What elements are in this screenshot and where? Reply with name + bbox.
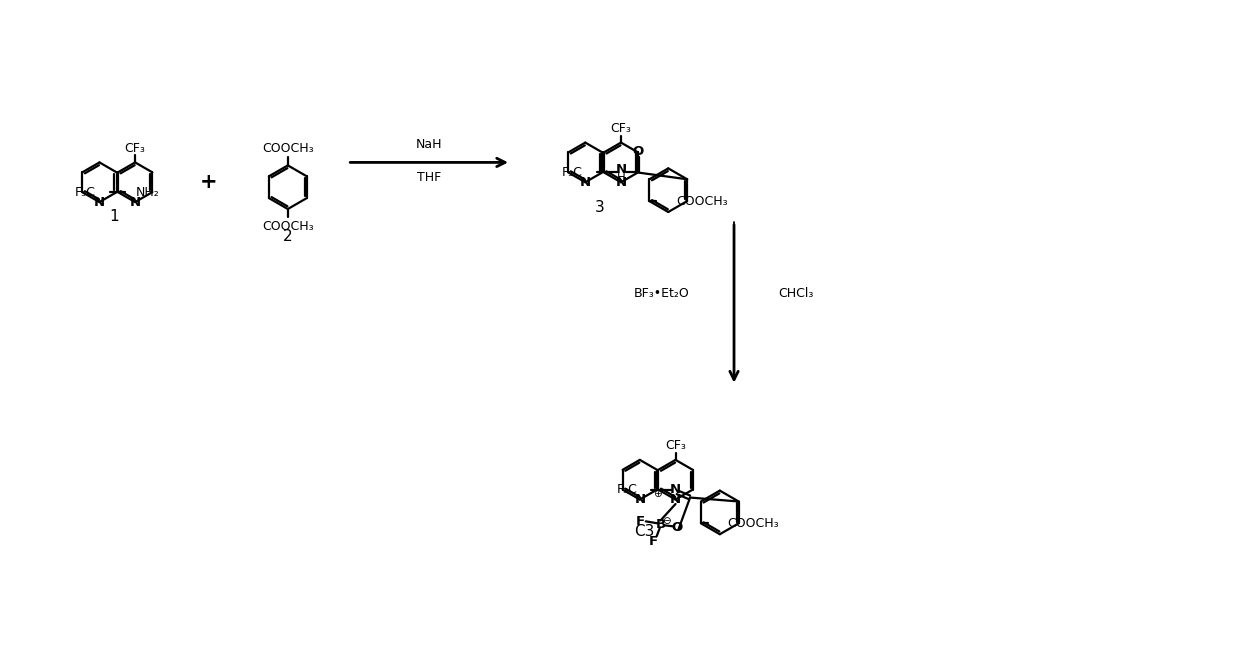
Text: F₃C: F₃C [616, 483, 637, 496]
Text: COOCH₃: COOCH₃ [728, 517, 779, 530]
Text: O: O [671, 521, 682, 534]
Text: THF: THF [417, 171, 441, 184]
Text: COOCH₃: COOCH₃ [262, 142, 314, 155]
Text: N: N [670, 483, 681, 496]
Text: ⊖: ⊖ [662, 516, 671, 526]
Text: 3: 3 [595, 199, 605, 215]
Text: CF₃: CF₃ [125, 142, 145, 155]
Text: F₃C: F₃C [562, 166, 583, 179]
Text: N: N [129, 195, 140, 209]
Text: O: O [632, 145, 644, 158]
Text: N: N [580, 176, 590, 189]
Text: COOCH₃: COOCH₃ [676, 195, 728, 207]
Text: B: B [656, 518, 666, 531]
Text: BF₃•Et₂O: BF₃•Et₂O [634, 287, 689, 300]
Text: CF₃: CF₃ [665, 440, 686, 453]
Text: C3: C3 [635, 523, 655, 539]
Text: F: F [635, 515, 645, 528]
Text: COOCH₃: COOCH₃ [262, 220, 314, 234]
Text: F₃C: F₃C [74, 186, 95, 199]
Text: ⊕: ⊕ [653, 489, 662, 499]
Text: NH₂: NH₂ [136, 186, 160, 199]
Text: F: F [650, 535, 658, 548]
Text: N: N [635, 493, 645, 506]
Text: +: + [200, 173, 217, 192]
Text: N: N [670, 493, 681, 506]
Text: NaH: NaH [415, 138, 443, 151]
Text: CHCl₃: CHCl₃ [779, 287, 813, 300]
Text: N: N [616, 163, 627, 176]
Text: N: N [94, 195, 105, 209]
Text: H: H [618, 171, 626, 184]
Text: CF₃: CF₃ [610, 122, 631, 135]
Text: N: N [615, 176, 626, 189]
Text: 1: 1 [109, 209, 119, 224]
Text: 2: 2 [283, 230, 293, 244]
